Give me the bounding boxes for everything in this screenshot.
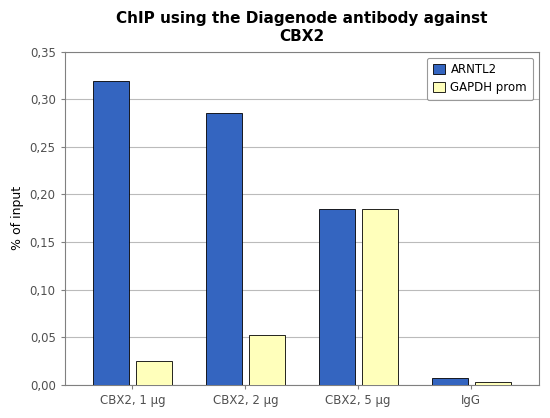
Title: ChIP using the Diagenode antibody against
CBX2: ChIP using the Diagenode antibody agains… [116,11,487,43]
Bar [432,378,468,385]
Bar [362,209,398,385]
Bar [249,335,285,385]
Bar [319,209,355,385]
Bar [206,112,242,385]
Bar [475,382,510,385]
Legend: ARNTL2, GAPDH prom: ARNTL2, GAPDH prom [427,58,533,100]
Bar [136,361,172,385]
Bar [93,81,129,385]
Y-axis label: % of input: % of input [11,186,24,250]
